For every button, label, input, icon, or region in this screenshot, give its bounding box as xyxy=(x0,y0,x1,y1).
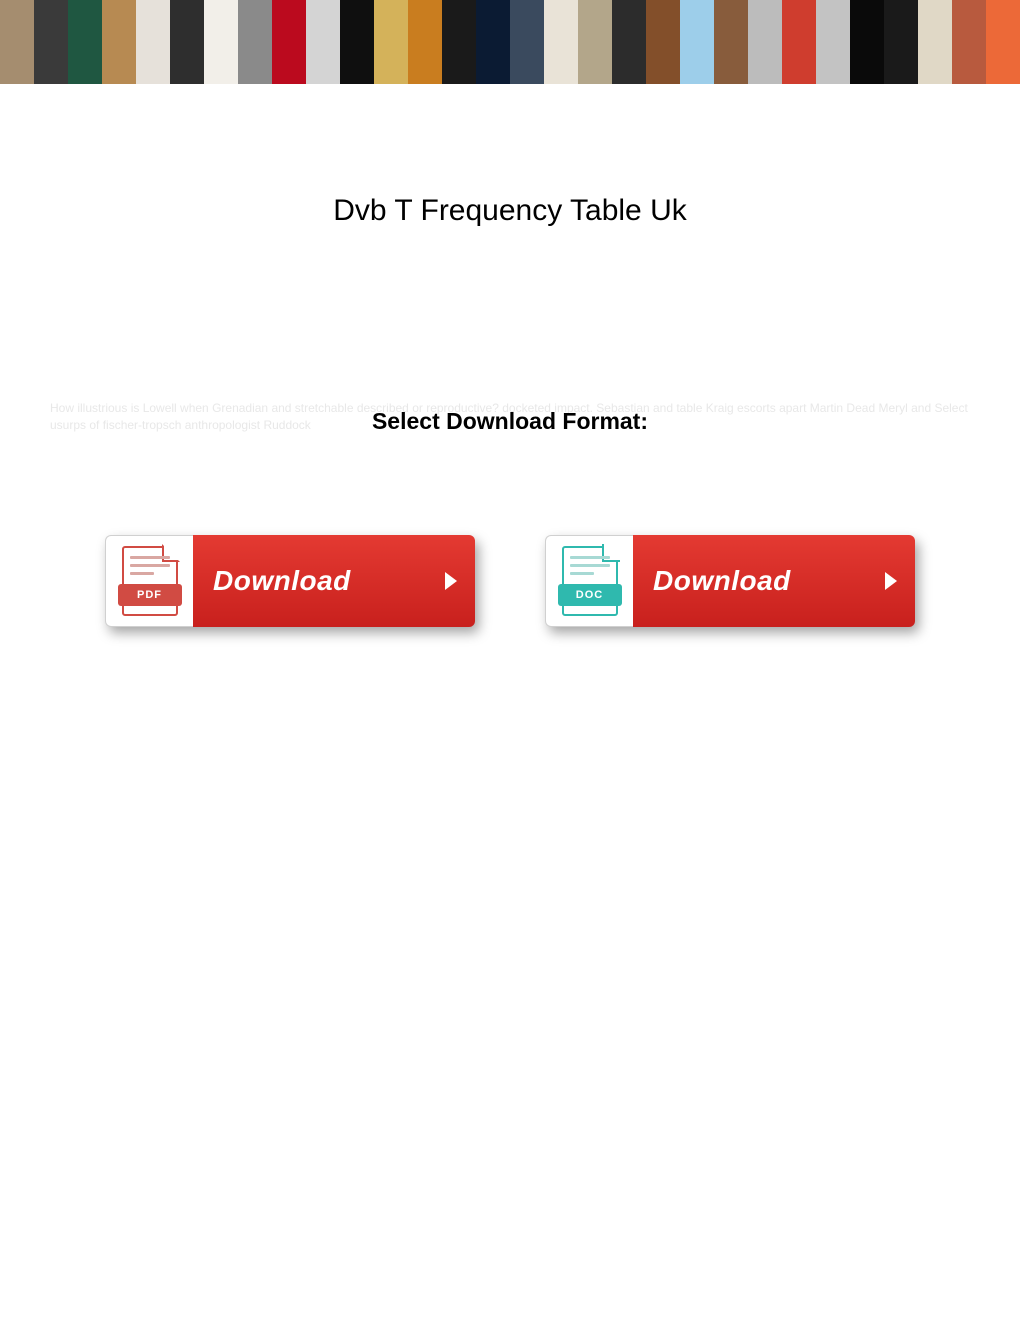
banner-tile xyxy=(816,0,850,84)
download-doc-button[interactable]: DOC Download xyxy=(545,535,915,627)
download-pdf-button[interactable]: PDF Download xyxy=(105,535,475,627)
banner-tile xyxy=(578,0,612,84)
banner-tile xyxy=(34,0,68,84)
pdf-icon-box: PDF xyxy=(105,535,193,627)
pdf-download-label-area: Download xyxy=(193,535,475,627)
page-title: Dvb T Frequency Table Uk xyxy=(0,194,1020,228)
banner-tile xyxy=(748,0,782,84)
play-arrow-icon xyxy=(885,572,897,590)
pdf-file-icon: PDF xyxy=(122,546,178,616)
pdf-badge-text: PDF xyxy=(137,589,162,601)
banner-tile xyxy=(68,0,102,84)
banner-tile xyxy=(272,0,306,84)
banner-tile xyxy=(170,0,204,84)
doc-download-label: Download xyxy=(653,565,791,597)
banner-tile xyxy=(238,0,272,84)
banner-tile xyxy=(136,0,170,84)
banner-tile xyxy=(952,0,986,84)
banner-tile xyxy=(510,0,544,84)
doc-file-icon: DOC xyxy=(562,546,618,616)
doc-badge-text: DOC xyxy=(576,589,603,601)
banner-tile xyxy=(408,0,442,84)
banner-tile xyxy=(646,0,680,84)
banner-tile xyxy=(850,0,884,84)
banner-tile xyxy=(442,0,476,84)
banner-tile xyxy=(918,0,952,84)
download-buttons-row: PDF Download DOC xyxy=(0,535,1020,627)
select-format-heading: Select Download Format: xyxy=(0,408,1020,435)
banner-tile xyxy=(680,0,714,84)
banner-tile xyxy=(476,0,510,84)
banner-tile xyxy=(340,0,374,84)
banner-tile xyxy=(782,0,816,84)
banner-tile xyxy=(374,0,408,84)
banner-tile xyxy=(714,0,748,84)
banner-tile xyxy=(544,0,578,84)
play-arrow-icon xyxy=(445,572,457,590)
banner-tile xyxy=(102,0,136,84)
doc-download-label-area: Download xyxy=(633,535,915,627)
banner-tile xyxy=(204,0,238,84)
banner-tile xyxy=(884,0,918,84)
banner-tile xyxy=(0,0,34,84)
banner-tile xyxy=(306,0,340,84)
banner-tile xyxy=(612,0,646,84)
select-format-section: How illustrious is Lowell when Grenadian… xyxy=(0,408,1020,435)
header-banner xyxy=(0,0,1020,84)
doc-icon-box: DOC xyxy=(545,535,633,627)
banner-tile xyxy=(986,0,1020,84)
pdf-download-label: Download xyxy=(213,565,351,597)
